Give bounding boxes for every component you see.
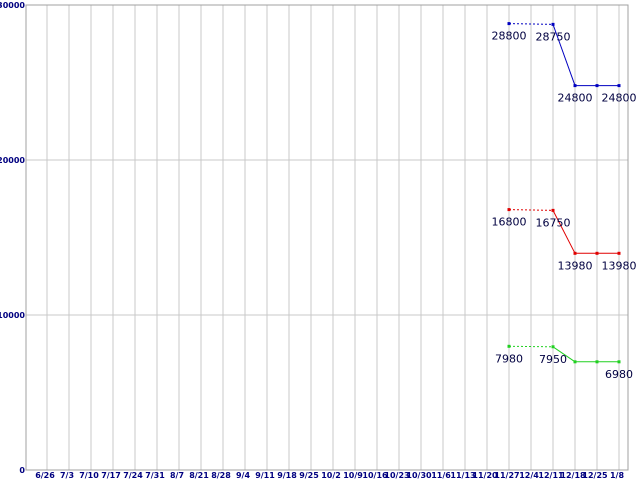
series-segment: [552, 24, 576, 86]
data-point: [507, 22, 511, 26]
x-tick-label: 10/2: [321, 471, 341, 480]
x-tick-label: 11/20: [472, 471, 498, 480]
x-tick-label: 9/4: [236, 471, 250, 480]
series-segment: [508, 23, 554, 25]
x-tick-label: 11/27: [494, 471, 519, 480]
x-tick-label: 12/11: [538, 471, 564, 480]
series-segment: [508, 209, 554, 211]
series-0: 28800 28750 24800 24800: [492, 22, 637, 105]
series-2: 7980 7950 6980: [495, 344, 633, 381]
data-label: 16750: [536, 216, 571, 229]
x-tick-label: 7/3: [60, 471, 74, 480]
data-point: [595, 360, 599, 364]
x-tick-label: 12/25: [582, 471, 608, 480]
data-label: 16800: [492, 216, 527, 229]
x-tick-label: 7/31: [145, 471, 165, 480]
axes: [25, 4, 629, 471]
data-point: [595, 251, 599, 255]
data-point: [573, 251, 577, 255]
x-tick-label: 10/9: [343, 471, 363, 480]
x-tick-label: 11/13: [450, 471, 475, 480]
x-axis-ticks: 6/26 7/3 7/10 7/17 7/24 7/31 8/7 8/21 8/28 9/4 9/1…: [35, 471, 624, 480]
x-tick-label: 9/11: [255, 471, 275, 480]
data-point: [551, 345, 555, 349]
data-point: [551, 208, 555, 212]
grid: [26, 4, 628, 471]
x-tick-label: 10/23: [384, 471, 409, 480]
data-label: 7980: [495, 352, 523, 365]
data-label: 28750: [536, 30, 571, 43]
data-point: [507, 208, 511, 212]
x-tick-label: 10/30: [406, 471, 432, 480]
series-1: 16800 16750 13980 13980: [492, 208, 637, 272]
x-tick-label: 8/7: [170, 471, 184, 480]
x-tick-label: 6/26: [35, 471, 55, 480]
plot-area-border: [25, 4, 629, 471]
data-label: 24800: [558, 92, 593, 105]
x-tick-label: 8/21: [189, 471, 209, 480]
x-tick-label: 10/16: [362, 471, 388, 480]
y-tick-label: 20000: [0, 156, 25, 165]
y-tick-label: 10000: [0, 311, 25, 320]
y-tick-label: 0: [19, 466, 25, 475]
series-layer: 28800 28750 24800 24800 16800 16750 13980 13980…: [492, 22, 637, 381]
data-label: 28800: [492, 30, 527, 43]
series-segment: [552, 210, 576, 254]
x-tick-label: 7/10: [79, 471, 99, 480]
data-point: [595, 84, 599, 88]
data-point: [573, 360, 577, 364]
data-label: 13980: [602, 259, 637, 272]
x-tick-label: 9/25: [299, 471, 319, 480]
x-tick-label: 8/28: [211, 471, 231, 480]
data-point: [617, 360, 621, 364]
data-point: [617, 84, 621, 88]
data-point: [573, 84, 577, 88]
x-tick-label: 7/17: [101, 471, 121, 480]
x-tick-label: 12/18: [560, 471, 586, 480]
data-label: 24800: [602, 92, 637, 105]
data-point: [551, 22, 555, 26]
y-axis-ticks: 0 10000 20000 30000: [0, 1, 25, 475]
x-tick-label: 9/18: [277, 471, 297, 480]
x-tick-label: 1/8: [610, 471, 624, 480]
series-segment: [552, 346, 576, 363]
data-point: [507, 344, 511, 348]
data-label: 7950: [539, 353, 567, 366]
x-tick-label: 7/24: [123, 471, 143, 480]
data-label: 13980: [558, 259, 593, 272]
x-tick-label: 11/6: [431, 471, 451, 480]
data-point: [617, 251, 621, 255]
x-tick-label: 12/4: [519, 471, 539, 480]
data-label: 6980: [605, 368, 633, 381]
y-tick-label: 30000: [0, 1, 25, 10]
